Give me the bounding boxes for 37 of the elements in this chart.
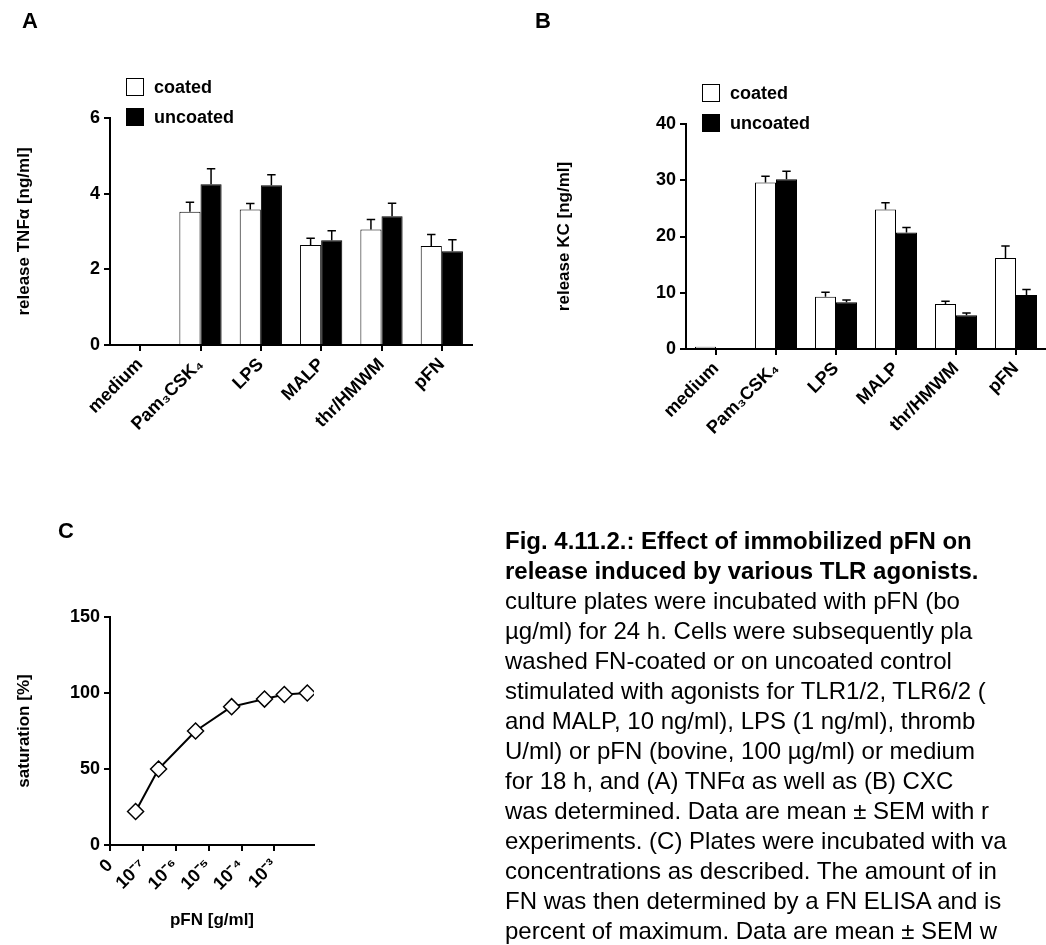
chart-title: B [535,8,551,34]
legend-label: uncoated [154,106,235,127]
y-tick-label: 4 [89,182,100,203]
y-tick-label: 6 [89,106,100,127]
text: concentrations as described. The amount of in [505,856,998,886]
y-tick-label: 0 [89,833,100,854]
y-tick-label: 100 [69,681,100,702]
y-tick-label: 20 [655,225,676,246]
text: stimulated with agonists for TLR1/2, TLR6/2 ( [505,676,987,706]
text: was determined. Data are mean ± SEM with r [505,796,991,826]
y-tick-label: 40 [655,112,676,133]
y-tick-label: 0 [665,337,676,358]
text: U/ml) or pFN (bovine, 100 µg/ml) or medium [505,736,976,766]
y-tick-label: 0 [89,333,100,354]
y-tick-label: 30 [655,169,676,190]
text: µg/ml) for 24 h. Cells were subsequently pla [505,616,974,646]
text: experiments. (C) Plates were incubated with va [505,826,1008,856]
text: for 18 h, and (A) TNFα as well as (B) CXC [505,766,955,796]
text: and MALP, 10 ng/ml), LPS (1 ng/ml), thromb [505,706,977,736]
text: FN was then determined by a FN ELISA and is [505,886,1003,916]
text: Fig. 4.11.2.: Effect of immobilized pFN on release induced by various TLR agonists. [505,526,980,586]
y-axis-title: release TNFα [ng/ml] [13,147,33,316]
chart-title: C [58,518,74,544]
text: percent of maximum. Data are mean ± SEM w [505,916,998,945]
y-tick-label: 150 [69,605,100,626]
legend-label: uncoated [730,112,811,133]
x-axis-title: pFN [g/ml] [169,910,255,930]
y-axis-title: release KC [ng/ml] [553,161,573,312]
chart-title: A [22,8,38,34]
y-tick-label: 10 [655,281,676,302]
legend-label: coated [730,82,789,103]
legend-label: coated [154,76,213,97]
text: washed FN-coated or on uncoated control [505,646,953,676]
y-axis-title: saturation [%] [13,674,33,788]
y-tick-label: 2 [89,258,100,279]
y-tick-label: 50 [79,757,100,778]
text: culture plates were incubated with pFN (bo [505,586,961,616]
